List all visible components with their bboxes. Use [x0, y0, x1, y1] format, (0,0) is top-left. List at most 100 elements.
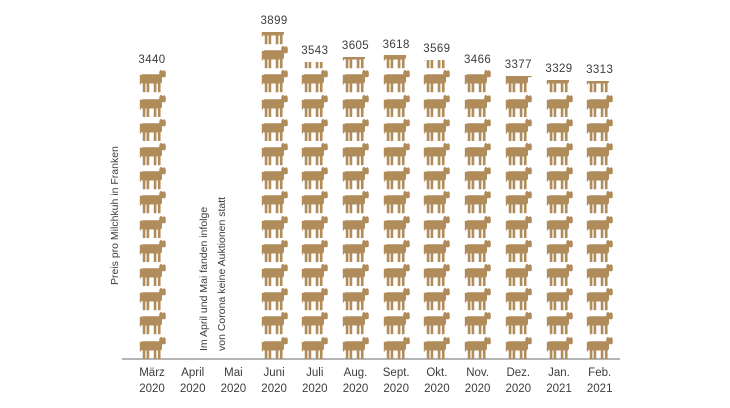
month-label: Aug. 2020 — [326, 366, 386, 397]
cow-icon — [586, 336, 613, 359]
cow-icon — [383, 55, 410, 69]
month-year: 2020 — [302, 382, 328, 395]
cow-icon — [546, 94, 573, 117]
month-label: Juli 2020 — [285, 366, 345, 397]
cow-icon — [302, 70, 329, 93]
month-year: 2020 — [261, 382, 287, 395]
cow-icon — [424, 191, 451, 214]
cow-icon — [464, 143, 491, 166]
cow-icon — [464, 118, 491, 142]
cow-icon — [302, 263, 329, 287]
cow-icon — [261, 70, 288, 93]
cow-icon — [261, 288, 288, 311]
cow-icon — [302, 215, 329, 238]
pictogram-column: 3313 — [578, 64, 622, 359]
cow-icon — [546, 79, 573, 93]
cow-icon — [302, 288, 329, 311]
cow-icon — [302, 191, 329, 214]
pictogram-column: 3569 — [415, 43, 459, 359]
cow-icon — [139, 70, 166, 93]
cow-icon — [383, 191, 410, 214]
month-label: Nov. 2020 — [448, 366, 508, 397]
cow-icon — [464, 167, 491, 190]
no-auction-note: Im April und Mai fanden infolge von Coron… — [195, 181, 231, 351]
cow-icon — [505, 312, 532, 335]
month-name: Okt. — [426, 367, 448, 379]
cow-icon — [505, 118, 532, 142]
cow-icon — [505, 94, 532, 117]
cow-icon — [342, 336, 369, 359]
cow-icon — [424, 94, 451, 117]
month-name: Mai — [224, 367, 243, 379]
cow-icon — [464, 70, 491, 93]
partial-cow-icon — [301, 61, 329, 69]
cow-icon — [464, 336, 491, 359]
cow-icon — [383, 167, 410, 190]
cow-icon — [505, 215, 532, 238]
month-year: 2020 — [424, 382, 450, 395]
cow-icon — [139, 167, 166, 190]
cow-icon — [302, 167, 329, 190]
cow-icon — [139, 239, 166, 262]
cow-icon — [505, 288, 532, 311]
cow-icon — [261, 215, 288, 238]
cow-icon — [424, 336, 451, 359]
cow-icon — [586, 94, 613, 117]
cow-icon — [586, 143, 613, 166]
month-year: 2020 — [342, 382, 369, 395]
month-name: Juni — [263, 367, 285, 379]
month-year: 2021 — [586, 382, 613, 395]
cow-icon — [505, 191, 532, 214]
pictogram-column: 3618 — [374, 39, 418, 359]
cow-icon — [505, 336, 532, 359]
cow-icon — [139, 118, 166, 142]
cow-icon — [424, 167, 451, 190]
cow-icon — [505, 239, 532, 262]
pictogram-column: 3329 — [537, 63, 581, 359]
month-year: 2020 — [139, 382, 165, 395]
partial-cow-icon — [586, 81, 613, 93]
month-name: März — [139, 367, 165, 379]
cow-icon — [586, 191, 613, 214]
cow-icon — [342, 94, 369, 117]
cow-icon — [261, 336, 288, 359]
cow-icon — [464, 263, 491, 287]
value-label: 3377 — [504, 59, 532, 72]
cow-icon — [546, 263, 573, 287]
month-name: Feb. — [588, 367, 612, 379]
cow-icon — [464, 215, 491, 238]
cow-icon — [139, 263, 166, 287]
cow-icon — [302, 118, 329, 142]
cow-icon — [586, 239, 613, 262]
cow-icon — [546, 191, 573, 214]
cow-icon — [383, 143, 410, 166]
value-label: 3329 — [545, 63, 573, 76]
month-name: Jan. — [548, 367, 570, 379]
cow-icon — [383, 239, 410, 262]
cow-icon — [586, 167, 613, 190]
cow-icon — [586, 263, 613, 287]
month-year: 2021 — [546, 382, 572, 395]
cow-icon — [342, 143, 369, 166]
cow-icon — [383, 215, 410, 238]
month-label: Juni 2020 — [244, 366, 304, 397]
cow-icon — [546, 239, 573, 262]
month-label: März 2020 — [122, 366, 182, 397]
pictogram-column: 3899 — [252, 15, 296, 359]
cow-icon — [261, 239, 288, 262]
month-label: April 2020 — [163, 366, 223, 397]
cow-icon — [383, 118, 410, 142]
cow-icon — [383, 263, 410, 287]
partial-cow-icon — [423, 59, 451, 69]
pictogram-column: 3543 — [293, 45, 337, 359]
month-label: Okt. 2020 — [407, 366, 467, 397]
cow-icon — [586, 118, 613, 142]
cow-icon — [424, 70, 451, 93]
cow-icon — [302, 336, 329, 359]
cow-icon — [139, 94, 166, 117]
cow-icon — [342, 167, 369, 190]
cow-icon — [139, 336, 166, 359]
cow-icon — [139, 143, 166, 166]
cow-icon — [586, 81, 613, 93]
